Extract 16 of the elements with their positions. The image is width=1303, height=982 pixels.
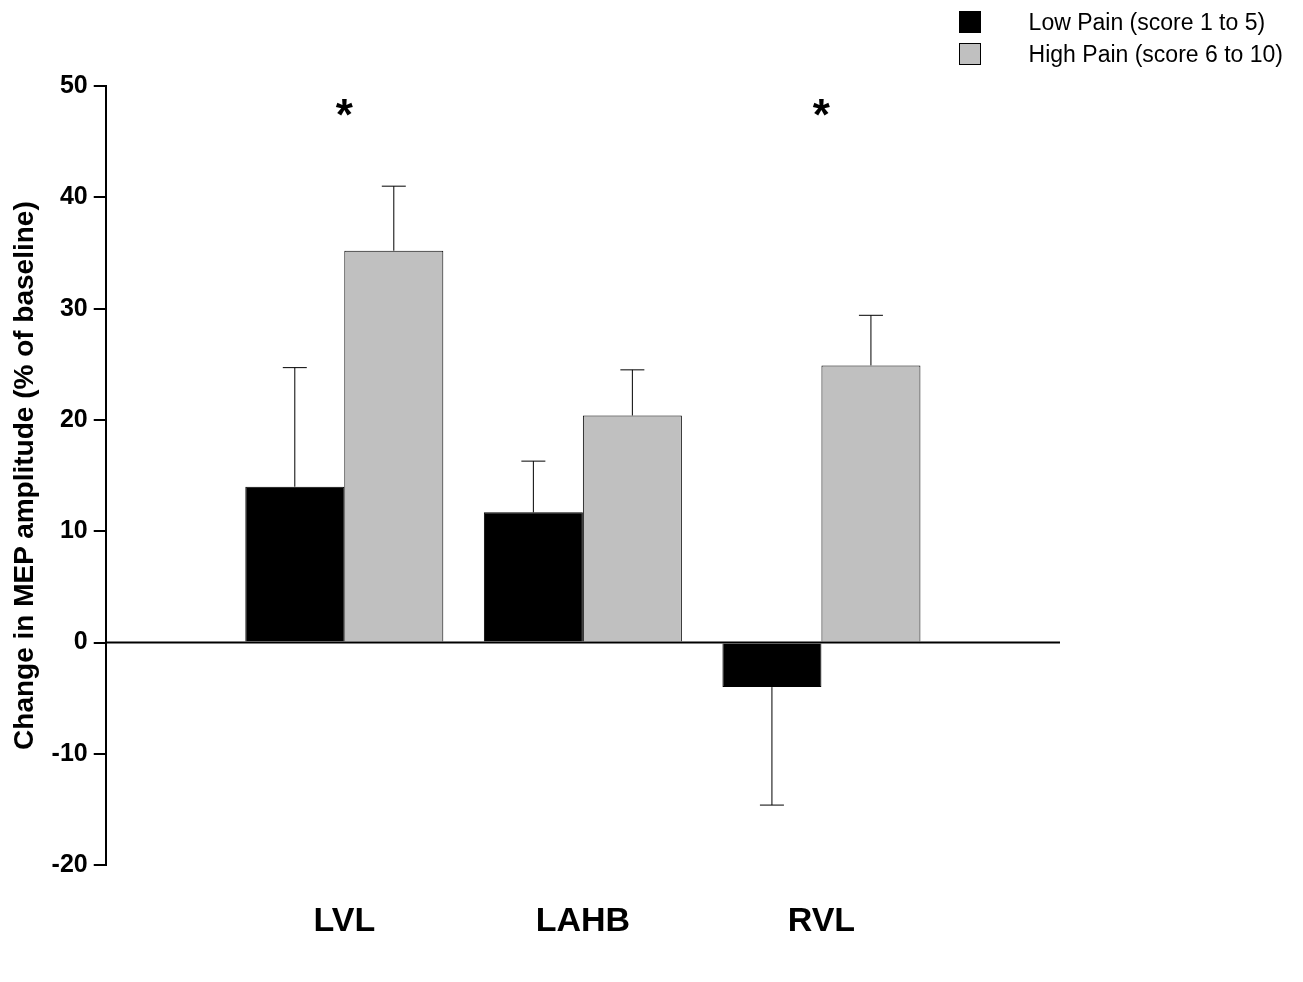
y-axis-title: Change in MEP amplitude (% of baseline)	[7, 201, 39, 750]
x-tick-label: LVL	[313, 899, 376, 938]
y-tick-label: -20	[51, 849, 88, 878]
annotation: *	[335, 90, 354, 140]
y-tick-label: 40	[59, 181, 88, 210]
y-tick-label: 30	[59, 292, 88, 321]
legend-label: Low Pain (score 1 to 5)	[1028, 8, 1266, 37]
x-tick-label: LAHB	[535, 899, 631, 938]
y-tick-label: 0	[73, 626, 88, 655]
y-tick-label: 50	[59, 69, 88, 98]
x-tick-label: RVL	[787, 899, 856, 938]
annotation: *	[812, 90, 831, 140]
legend-label: High Pain (score 6 to 10)	[1028, 40, 1283, 69]
y-tick-label: 10	[59, 515, 88, 544]
y-tick-label: 20	[59, 403, 88, 432]
y-tick-label: -10	[51, 737, 88, 766]
